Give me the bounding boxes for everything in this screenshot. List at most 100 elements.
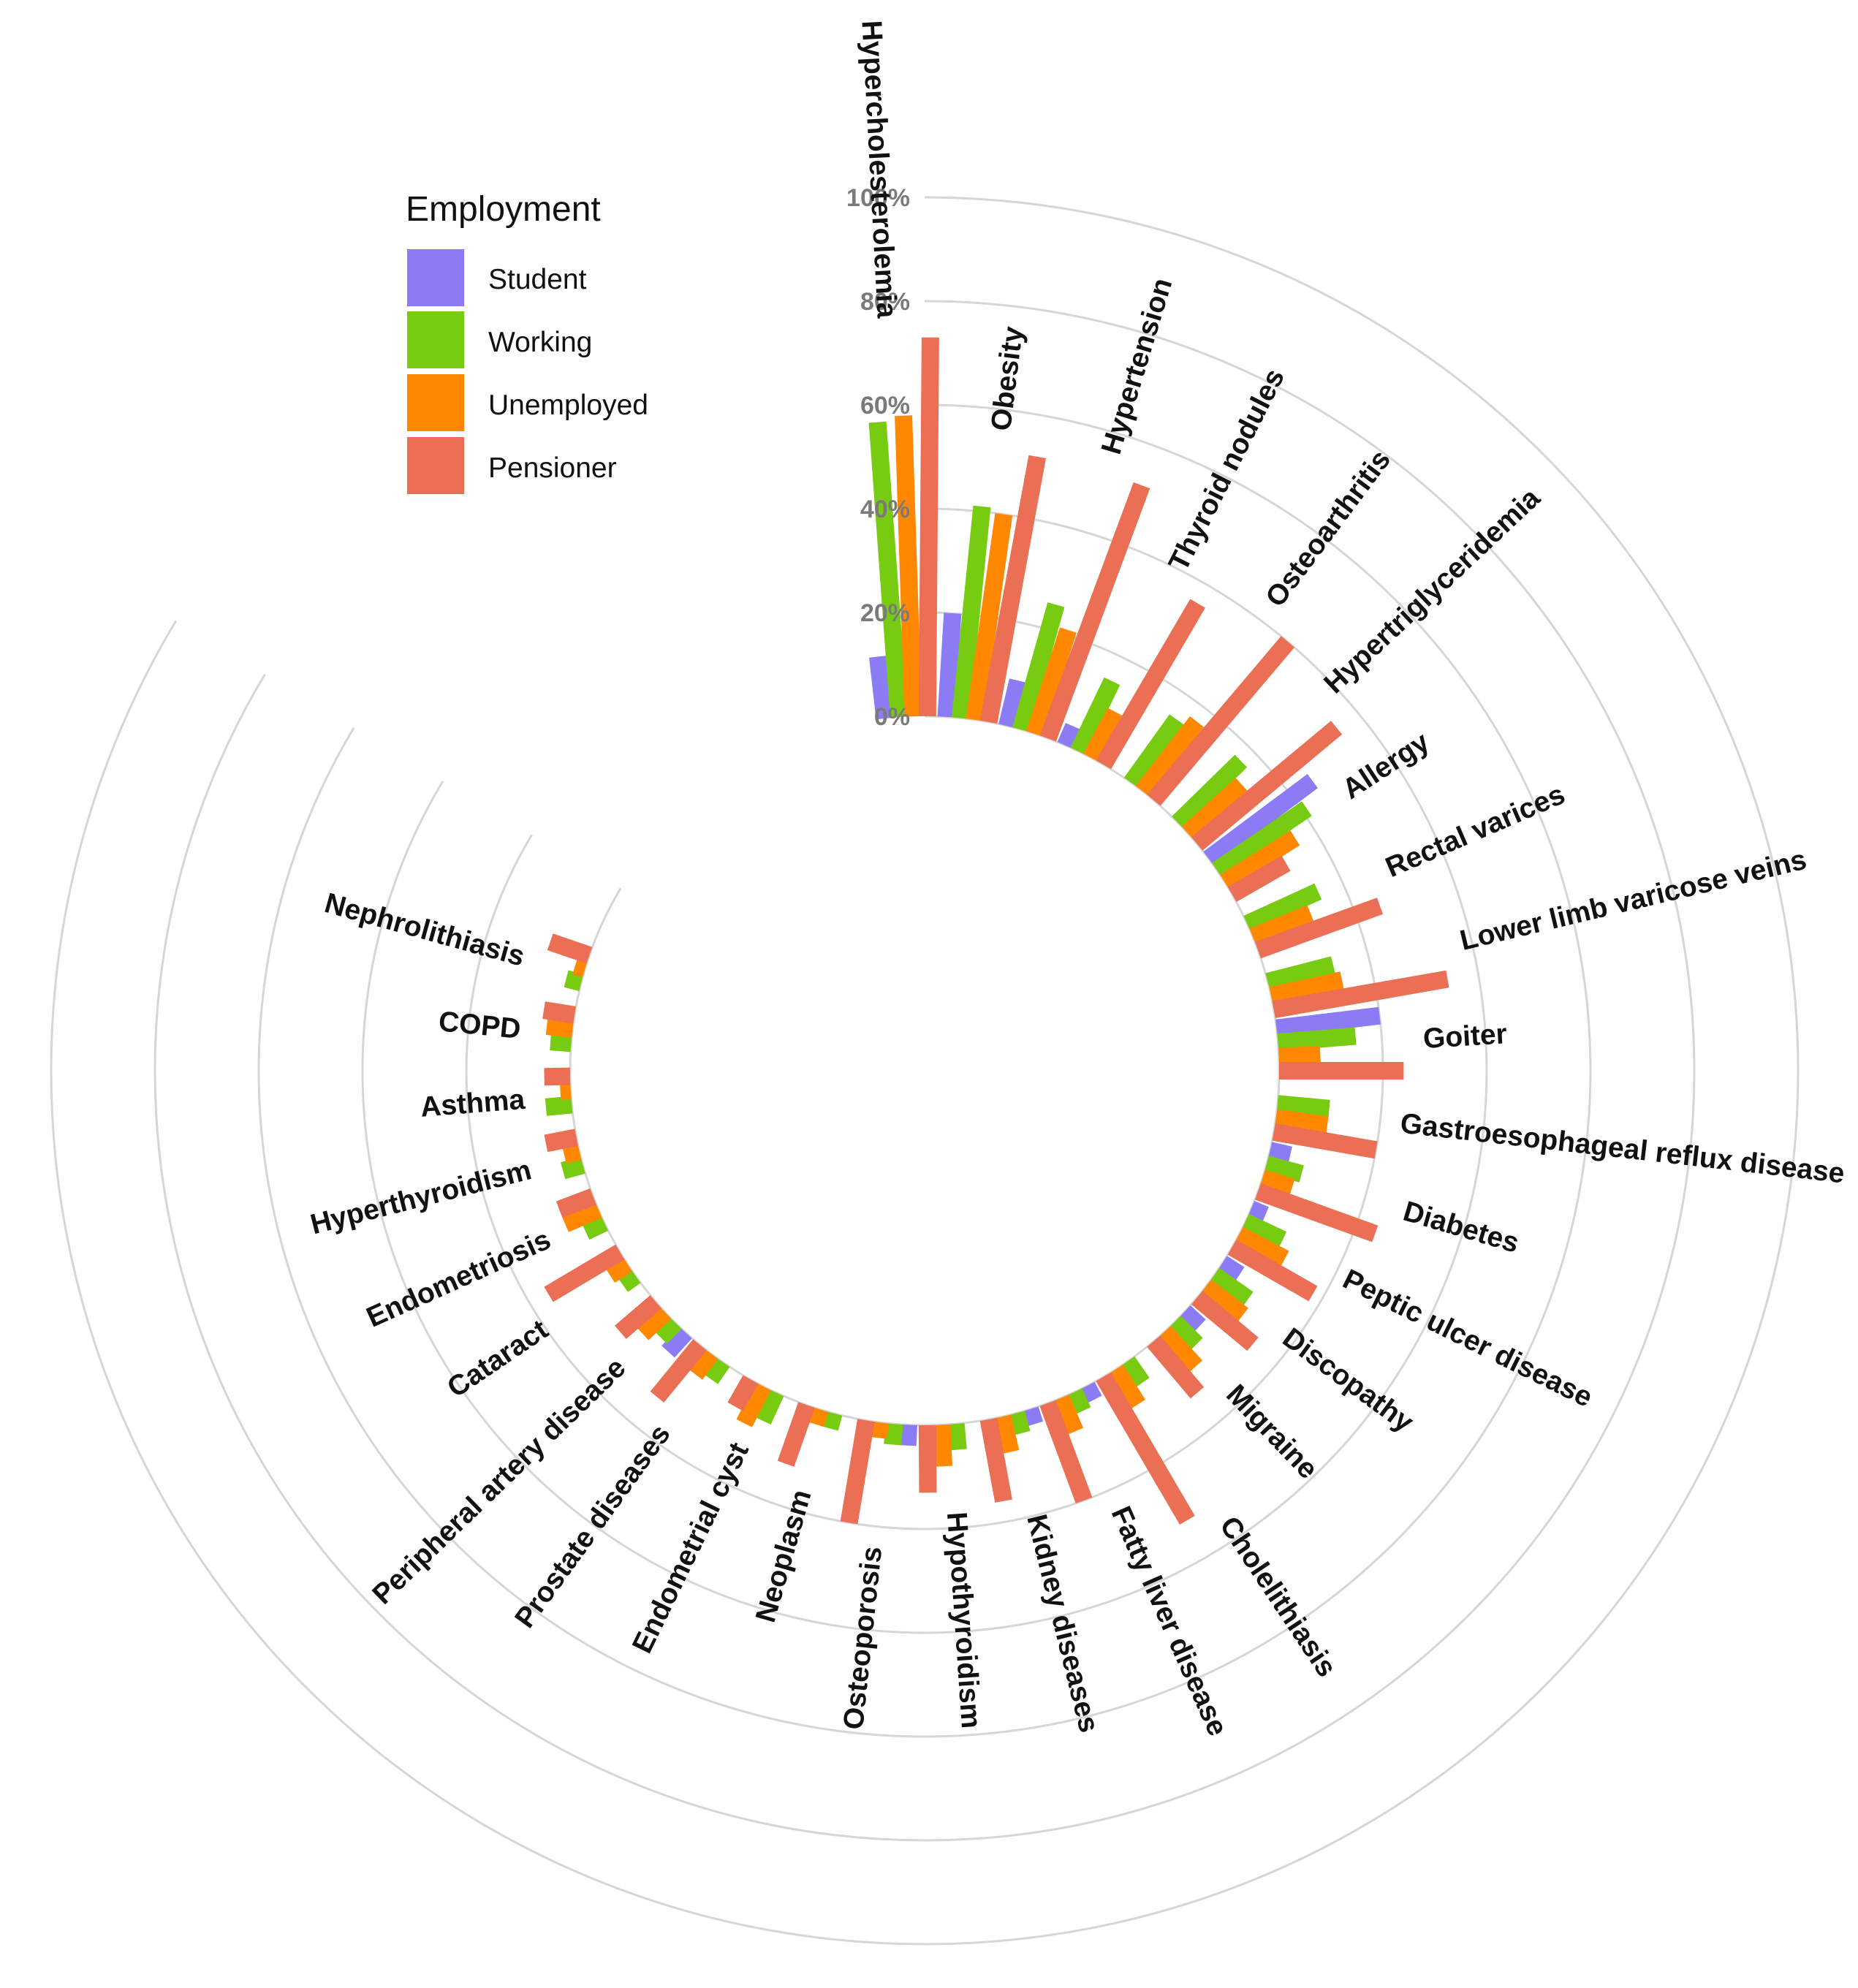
bar-unemployed-16 bbox=[1053, 1395, 1083, 1435]
bar-pensioner-2 bbox=[1039, 482, 1150, 742]
grid-ring bbox=[50, 196, 1800, 1946]
bar-student-9 bbox=[1275, 1006, 1381, 1037]
bar-working-8 bbox=[1265, 956, 1335, 990]
bar-unemployed-1 bbox=[966, 513, 1013, 721]
bar-working-9 bbox=[1277, 1027, 1357, 1052]
bar-pensioner-22 bbox=[650, 1339, 707, 1403]
bar-working-5 bbox=[1172, 754, 1248, 830]
bar-unemployed-13 bbox=[1200, 1279, 1248, 1322]
bar-pensioner-1 bbox=[979, 455, 1046, 724]
bar-unemployed-12 bbox=[1235, 1226, 1289, 1267]
category-label-26: Hyperthyroidism bbox=[307, 1154, 534, 1240]
bar-unemployed-3 bbox=[1083, 707, 1123, 762]
grid-ring bbox=[153, 300, 1696, 1842]
bar-pensioner-8 bbox=[1272, 970, 1449, 1018]
bar-pensioner-21 bbox=[727, 1375, 759, 1411]
bar-pensioner-20 bbox=[777, 1402, 815, 1467]
category-label-25: Endometriosis bbox=[362, 1223, 555, 1333]
legend-label-unemployed: Unemployed bbox=[488, 390, 648, 421]
bar-pensioner-11 bbox=[1255, 1183, 1379, 1242]
category-label-20: Neoplasm bbox=[750, 1486, 818, 1625]
bar-unemployed-0 bbox=[895, 415, 922, 717]
bar-working-28 bbox=[550, 1033, 572, 1052]
bar-working-6 bbox=[1212, 801, 1312, 878]
bar-unemployed-14 bbox=[1158, 1326, 1202, 1373]
bar-pensioner-15 bbox=[1096, 1372, 1195, 1525]
radial-tick-label: 0% bbox=[874, 703, 910, 731]
bar-working-21 bbox=[754, 1389, 784, 1424]
bar-student-19 bbox=[898, 1424, 917, 1446]
bar-student-23 bbox=[661, 1327, 692, 1358]
legend-item-unemployed: Unemployed bbox=[407, 374, 648, 431]
radial-grid bbox=[50, 196, 1800, 1946]
bar-pensioner-9 bbox=[1279, 1062, 1404, 1080]
bar-working-0 bbox=[868, 421, 908, 718]
radial-tick-labels: 0% 20% 40% 60% 80% 100% bbox=[846, 184, 910, 731]
bar-working-27 bbox=[545, 1096, 573, 1116]
category-label-27: Asthma bbox=[420, 1084, 526, 1123]
bar-student-13 bbox=[1217, 1256, 1245, 1282]
grid-ring bbox=[569, 715, 1281, 1427]
bar-student-14 bbox=[1178, 1305, 1206, 1332]
legend: Employment Student Working Unemployed Pe… bbox=[406, 190, 648, 494]
category-label-6: Allergy bbox=[1337, 726, 1435, 805]
category-label-10: Gastroesophageal reflux disease bbox=[1399, 1108, 1846, 1190]
bar-pensioner-18 bbox=[918, 1424, 937, 1493]
bar-unemployed-7 bbox=[1249, 905, 1314, 945]
bar-pensioner-26 bbox=[544, 1128, 578, 1153]
bar-unemployed-25 bbox=[561, 1202, 602, 1232]
bar-unemployed-15 bbox=[1108, 1365, 1145, 1409]
bar-working-4 bbox=[1123, 714, 1184, 788]
bar-working-19 bbox=[884, 1423, 903, 1446]
bar-working-3 bbox=[1070, 677, 1121, 756]
bar-pensioner-14 bbox=[1147, 1335, 1205, 1399]
bar-unemployed-18 bbox=[933, 1424, 952, 1467]
bar-unemployed-27 bbox=[559, 1082, 572, 1100]
bar-unemployed-21 bbox=[736, 1382, 771, 1427]
category-label-2: Hypertension bbox=[1096, 275, 1179, 458]
bar-pensioner-19 bbox=[840, 1419, 875, 1525]
legend-item-student: Student bbox=[407, 249, 587, 306]
category-label-23: Peripheral artery disease bbox=[366, 1352, 632, 1611]
bar-pensioner-16 bbox=[1039, 1400, 1093, 1503]
category-label-3: Thyroid nodules bbox=[1163, 364, 1291, 576]
bar-pensioner-17 bbox=[979, 1417, 1012, 1503]
bar-unemployed-22 bbox=[688, 1348, 718, 1380]
bar-pensioner-24 bbox=[544, 1244, 625, 1302]
bar-unemployed-4 bbox=[1135, 716, 1204, 797]
bar-working-23 bbox=[654, 1316, 682, 1344]
bar-unemployed-11 bbox=[1259, 1169, 1295, 1196]
radial-tick-label: 100% bbox=[846, 184, 910, 212]
category-label-19: Osteoporosis bbox=[838, 1545, 888, 1731]
legend-label-pensioner: Pensioner bbox=[488, 452, 617, 484]
legend-swatch-student bbox=[407, 249, 464, 306]
bar-pensioner-12 bbox=[1227, 1240, 1318, 1302]
bar-unemployed-2 bbox=[1025, 627, 1077, 737]
category-label-15: Cholelithiasis bbox=[1213, 1511, 1342, 1682]
category-label-0: Hypercholesterolemia bbox=[855, 20, 902, 319]
bar-unemployed-24 bbox=[605, 1256, 632, 1283]
category-label-8: Lower limb varicose veins bbox=[1457, 844, 1809, 957]
bar-pensioner-4 bbox=[1147, 636, 1294, 806]
bar-pensioner-6 bbox=[1227, 855, 1291, 902]
bar-unemployed-23 bbox=[637, 1306, 672, 1340]
bar-working-18 bbox=[947, 1423, 967, 1451]
bar-unemployed-19 bbox=[869, 1421, 890, 1439]
bar-working-12 bbox=[1241, 1214, 1287, 1248]
bar-working-7 bbox=[1243, 883, 1322, 932]
bar-student-2 bbox=[998, 678, 1027, 729]
bar-pensioner-29 bbox=[547, 933, 593, 964]
category-label-18: Hypothyroidism bbox=[941, 1511, 987, 1729]
category-label-24: Cataract bbox=[441, 1314, 553, 1404]
bar-working-22 bbox=[703, 1357, 730, 1384]
bar-pensioner-3 bbox=[1096, 599, 1205, 770]
radial-tick-label: 60% bbox=[860, 392, 910, 420]
legend-item-working: Working bbox=[407, 311, 592, 368]
bar-pensioner-10 bbox=[1272, 1123, 1378, 1159]
legend-swatch-working bbox=[407, 311, 464, 368]
bar-pensioner-5 bbox=[1191, 721, 1343, 851]
bar-pensioner-27 bbox=[544, 1067, 571, 1086]
bar-pensioner-28 bbox=[542, 1001, 576, 1024]
category-label-11: Diabetes bbox=[1400, 1196, 1523, 1259]
